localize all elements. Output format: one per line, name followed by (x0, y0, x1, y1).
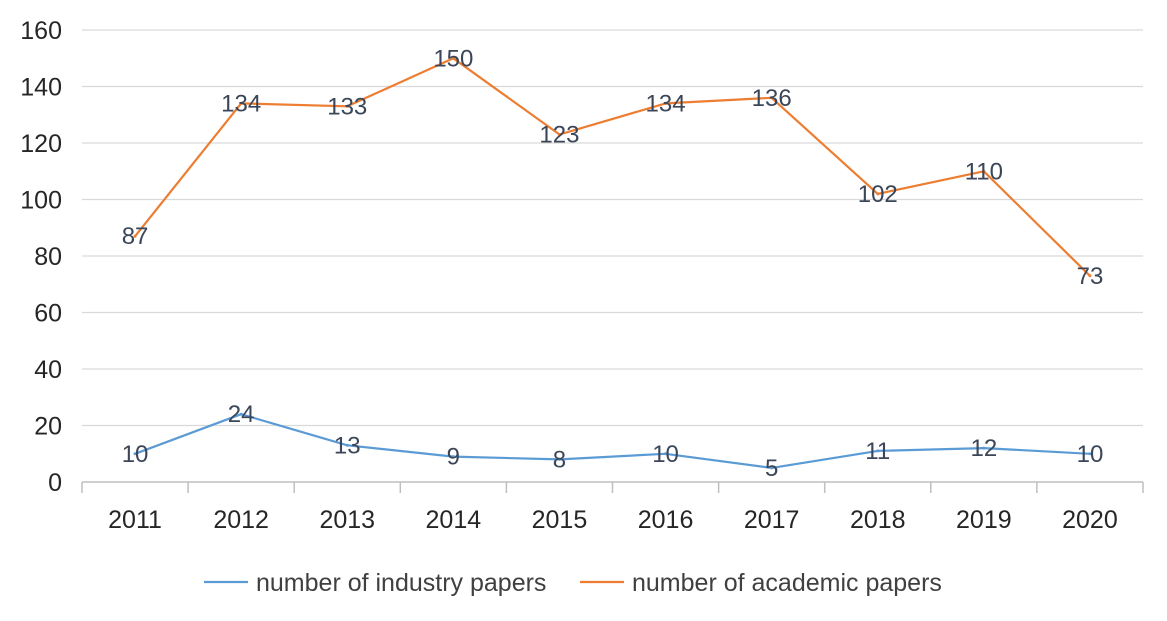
data-point (770, 96, 774, 100)
legend: number of industry papers number of acade… (204, 569, 942, 597)
x-tick-label-2011: 2011 (108, 506, 162, 534)
data-label: 134 (221, 90, 261, 117)
data-point (1088, 274, 1092, 278)
series-line-industry (134, 413, 1092, 469)
data-label: 87 (122, 223, 149, 250)
data-point (876, 192, 880, 196)
data-label: 9 (447, 444, 460, 471)
x-tick-label-2019: 2019 (956, 506, 1012, 534)
series-lines (133, 56, 1092, 470)
data-point (876, 449, 880, 453)
y-tick-label: 140 (20, 74, 62, 102)
gridlines (82, 29, 1143, 427)
x-tick-label-2013: 2013 (319, 506, 375, 534)
data-label: 24 (228, 401, 255, 428)
data-point (239, 412, 243, 416)
series-line-academic (134, 57, 1092, 277)
data-label: 136 (752, 85, 792, 112)
data-label: 12 (970, 435, 997, 462)
data-label: 10 (1077, 441, 1104, 468)
data-point (557, 133, 561, 137)
data-label: 10 (122, 441, 149, 468)
data-point (345, 104, 349, 108)
data-label: 5 (765, 455, 778, 482)
data-label: 133 (327, 93, 367, 120)
data-point (133, 452, 137, 456)
y-tick-label: 100 (20, 187, 62, 215)
x-tick-label-2020: 2020 (1062, 506, 1118, 534)
data-point (239, 101, 243, 105)
data-labels: 10 24 13 9 8 10 5 11 12 10 87 134 133 150 123 134 136 102… (122, 45, 1104, 482)
data-label: 13 (334, 432, 361, 459)
x-tick-label-2012: 2012 (213, 506, 269, 534)
axes: 0 20 40 60 80 100 120 140 160 2011 2012 2013 2014 201… (20, 17, 1144, 534)
data-point (451, 455, 455, 459)
data-point (133, 234, 137, 238)
data-label: 8 (553, 446, 566, 473)
y-tick-label: 80 (34, 243, 62, 271)
y-tick-label: 120 (20, 130, 62, 158)
legend-label-academic: number of academic papers (632, 569, 942, 597)
data-label: 134 (646, 90, 686, 117)
data-point (1088, 452, 1092, 456)
data-point (451, 56, 455, 60)
data-point (770, 466, 774, 470)
data-label: 123 (539, 122, 579, 149)
data-point (664, 101, 668, 105)
data-point (557, 457, 561, 461)
data-point (982, 169, 986, 173)
legend-label-industry: number of industry papers (256, 569, 546, 597)
y-tick-label: 160 (20, 17, 62, 45)
y-tick-label: 40 (34, 356, 62, 384)
x-tick-label-2018: 2018 (850, 506, 906, 534)
x-tick-label-2015: 2015 (532, 506, 588, 534)
y-tick-label: 60 (34, 300, 62, 328)
data-point (664, 452, 668, 456)
data-label: 150 (433, 45, 473, 72)
data-label: 102 (858, 181, 898, 208)
data-label: 110 (965, 158, 1003, 185)
x-tick-label-2014: 2014 (426, 506, 482, 534)
x-tick-label-2017: 2017 (744, 506, 800, 534)
x-tick-label-2016: 2016 (638, 506, 694, 534)
data-label: 11 (865, 438, 890, 465)
data-point (982, 446, 986, 450)
data-label: 10 (652, 441, 679, 468)
y-tick-label: 20 (34, 413, 62, 441)
data-label: 73 (1077, 263, 1104, 290)
y-tick-label: 0 (48, 469, 62, 497)
data-point (345, 443, 349, 447)
